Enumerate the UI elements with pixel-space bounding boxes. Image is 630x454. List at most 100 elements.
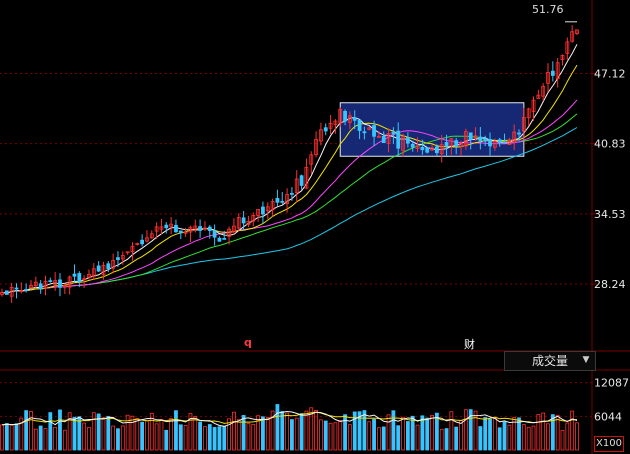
candle-body xyxy=(299,175,304,186)
volume-bar xyxy=(53,426,58,451)
ma10-line xyxy=(1,64,578,294)
candle-body xyxy=(415,145,420,149)
candle-body xyxy=(178,230,183,234)
volume-bar xyxy=(550,414,555,451)
volume-bar xyxy=(555,414,560,451)
volume-bar xyxy=(207,424,212,451)
volume-bar xyxy=(473,410,478,451)
volume-bar xyxy=(565,422,570,451)
candle-body xyxy=(53,280,58,285)
volume-bar xyxy=(270,410,275,451)
volume-bar xyxy=(106,415,111,451)
candle-body xyxy=(130,245,135,252)
volume-bar xyxy=(9,424,14,451)
candle-body xyxy=(526,108,531,119)
candle-body xyxy=(169,223,174,227)
candle-body xyxy=(38,283,43,290)
volume-bar xyxy=(454,426,459,451)
candle-body xyxy=(478,136,483,142)
candle-body xyxy=(468,132,473,140)
candle-body xyxy=(459,142,463,147)
candle-body xyxy=(217,237,222,242)
price-tick-label: 28.24 xyxy=(594,278,626,291)
volume-bar xyxy=(145,420,149,451)
volume-bar xyxy=(24,410,29,451)
candle-body xyxy=(343,111,347,122)
volume-bar xyxy=(541,412,546,451)
volume-tick-label: 6044 xyxy=(594,410,622,423)
volume-bar xyxy=(444,428,449,451)
volume-bar xyxy=(343,414,347,451)
candle-body xyxy=(91,268,96,277)
volume-bar xyxy=(478,426,483,451)
candle-body xyxy=(82,278,87,281)
candle-body xyxy=(48,280,53,283)
volume-bar xyxy=(439,428,444,451)
candle-body xyxy=(555,62,560,80)
candle-body xyxy=(116,257,120,260)
volume-bar xyxy=(198,421,203,451)
volume-bar xyxy=(154,423,159,451)
volume-bar xyxy=(517,417,521,451)
volume-bar xyxy=(174,410,178,451)
volume-bar xyxy=(391,410,396,451)
candle-body xyxy=(19,290,24,292)
peak-price-label: 51.76 xyxy=(532,3,564,16)
candle-body xyxy=(565,41,570,54)
event-marker-cai[interactable]: 财 xyxy=(464,338,475,351)
candle-body xyxy=(410,143,415,148)
volume-bar xyxy=(526,426,531,451)
volume-bar xyxy=(420,415,425,451)
candle-body xyxy=(294,178,299,194)
volume-bar xyxy=(164,429,169,451)
volume-bar xyxy=(459,420,463,451)
volume-bar xyxy=(256,415,260,451)
volume-bar xyxy=(203,426,207,451)
volume-unit-badge: X100 xyxy=(594,436,624,452)
candle-body xyxy=(29,284,33,289)
price-tick-label: 34.53 xyxy=(594,208,626,221)
candle-body xyxy=(386,133,391,144)
candle-body xyxy=(290,192,294,195)
candle-body xyxy=(14,287,19,290)
volume-bar xyxy=(14,423,19,451)
event-marker-q[interactable]: q xyxy=(244,336,252,349)
volume-bar xyxy=(241,415,246,451)
candle-body xyxy=(434,146,439,154)
candle-body xyxy=(261,206,265,215)
candle-body xyxy=(188,226,193,233)
volume-bar xyxy=(304,410,309,451)
volume-bar xyxy=(434,412,439,451)
volume-bar xyxy=(232,411,236,451)
volume-bar xyxy=(560,429,565,451)
volume-bar xyxy=(275,404,280,451)
candle-body xyxy=(338,108,343,124)
volume-indicator-label: 成交量 xyxy=(531,354,568,368)
volume-bar xyxy=(492,417,497,451)
candle-body xyxy=(517,132,521,135)
volume-bar xyxy=(48,412,53,451)
ma20-line xyxy=(1,99,578,294)
volume-bar xyxy=(347,424,352,451)
candle-body xyxy=(33,281,38,287)
candle-body xyxy=(444,141,449,147)
volume-bar xyxy=(309,407,314,451)
volume-bar xyxy=(96,413,101,451)
volume-bar xyxy=(0,424,4,451)
volume-bar xyxy=(33,428,38,451)
candle-body xyxy=(106,263,111,270)
price-tick-label: 47.12 xyxy=(594,68,626,81)
volume-indicator-dropdown[interactable]: 成交量 xyxy=(504,351,596,371)
volume-bar xyxy=(512,417,517,451)
candle-body xyxy=(521,117,526,132)
chevron-down-icon[interactable]: ▼ xyxy=(582,355,590,365)
candle-body xyxy=(352,117,357,121)
candle-body xyxy=(357,119,362,131)
candle-body xyxy=(541,85,546,97)
candle-body xyxy=(265,206,270,212)
volume-bar xyxy=(290,419,294,451)
candle-body xyxy=(222,238,227,240)
volume-bar xyxy=(236,419,241,451)
volume-bar xyxy=(314,410,318,451)
volume-bar xyxy=(178,424,183,451)
